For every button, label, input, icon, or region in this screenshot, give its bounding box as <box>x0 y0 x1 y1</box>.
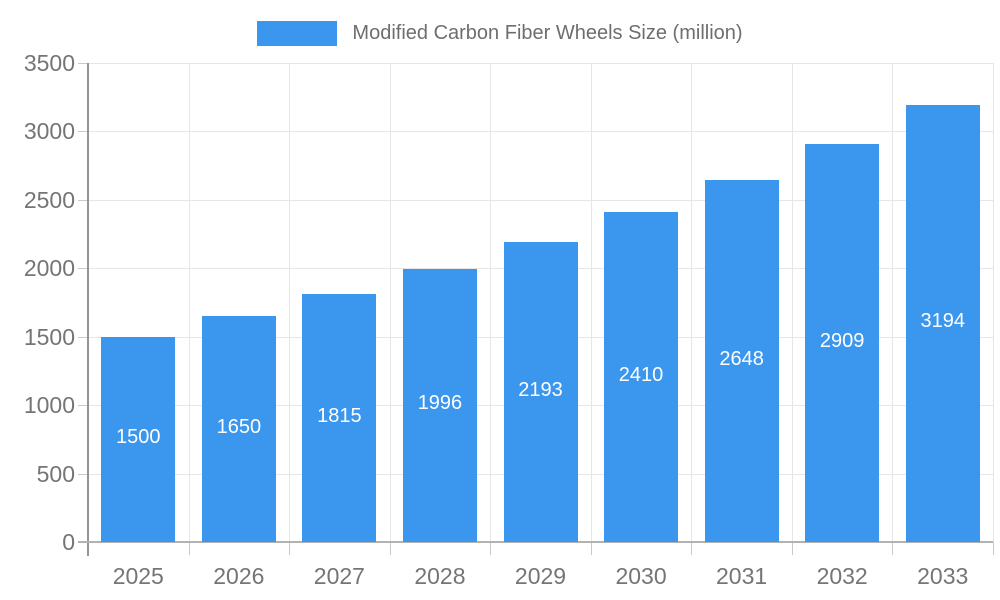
y-axis-tick <box>78 473 88 475</box>
y-axis-tick-label: 3500 <box>23 50 75 76</box>
x-axis-tick <box>791 542 793 555</box>
bar[interactable] <box>905 104 980 542</box>
x-axis-tick-label: 2026 <box>213 563 265 589</box>
x-gridline <box>993 63 994 542</box>
chart-legend[interactable]: Modified Carbon Fiber Wheels Size (milli… <box>0 21 1000 46</box>
y-axis-line <box>87 63 89 556</box>
y-axis-tick-label: 2000 <box>23 255 75 282</box>
y-gridline <box>88 131 993 133</box>
x-axis-tick-label: 2031 <box>716 563 768 589</box>
y-axis-tick-label: 3000 <box>23 118 75 145</box>
y-axis-tick <box>78 268 88 270</box>
bar[interactable] <box>704 179 779 542</box>
x-axis-tick-label: 2033 <box>917 563 969 589</box>
bar-value-label: 1815 <box>317 404 362 427</box>
bar-value-label: 3194 <box>920 310 965 333</box>
x-axis-tick-label: 2028 <box>414 563 466 589</box>
legend-label: Modified Carbon Fiber Wheels Size (milli… <box>352 22 743 44</box>
x-axis-tick-label: 2032 <box>816 563 868 589</box>
x-axis-tick <box>993 542 994 555</box>
y-axis-tick-label: 1500 <box>23 323 75 350</box>
y-axis-tick-label: 2500 <box>23 186 75 213</box>
x-axis-tick <box>590 542 592 555</box>
bar[interactable] <box>805 143 880 542</box>
x-gridline <box>389 63 391 542</box>
bar-value-label: 2410 <box>618 364 664 387</box>
x-axis-line <box>78 541 993 543</box>
bar-value-label: 1650 <box>216 416 262 439</box>
bar[interactable] <box>402 268 477 542</box>
y-axis-tick <box>78 131 88 133</box>
bar[interactable] <box>302 293 377 542</box>
y-axis-tick <box>78 63 88 64</box>
bar-value-label: 1996 <box>417 392 463 415</box>
bar-value-label: 2648 <box>719 347 764 370</box>
x-axis-tick-label: 2029 <box>514 563 567 589</box>
x-axis-tick-label: 2025 <box>112 563 164 589</box>
y-gridline <box>88 199 993 201</box>
x-axis-tick <box>892 542 894 555</box>
bar[interactable] <box>503 241 578 542</box>
legend-swatch[interactable] <box>257 21 338 46</box>
bar-value-label: 1500 <box>116 426 161 449</box>
x-axis-tick <box>389 542 391 555</box>
bar[interactable] <box>604 212 679 542</box>
y-axis-tick-label: 1000 <box>23 392 75 419</box>
x-gridline <box>892 63 894 542</box>
bar-value-label: 2193 <box>518 378 563 401</box>
y-gridline <box>88 63 993 64</box>
x-axis-tick <box>289 542 291 555</box>
x-gridline <box>490 63 492 542</box>
y-axis-tick <box>78 336 88 338</box>
x-axis-tick-label: 2030 <box>615 563 667 589</box>
x-gridline <box>590 63 592 542</box>
x-gridline <box>691 63 693 542</box>
y-axis-tick-label: 0 <box>62 529 75 555</box>
x-gridline <box>188 63 190 542</box>
x-gridline <box>289 63 291 542</box>
x-axis-tick-label: 2027 <box>313 563 365 589</box>
x-gridline <box>791 63 793 542</box>
bar-value-label: 2909 <box>819 329 865 352</box>
y-axis-tick <box>78 199 88 201</box>
bar[interactable] <box>201 316 276 542</box>
y-axis-tick-label: 500 <box>36 460 75 487</box>
bar[interactable] <box>101 336 176 542</box>
x-axis-tick <box>188 542 190 555</box>
x-axis-tick <box>691 542 693 555</box>
y-axis-tick <box>78 405 88 407</box>
x-axis-tick <box>490 542 492 555</box>
